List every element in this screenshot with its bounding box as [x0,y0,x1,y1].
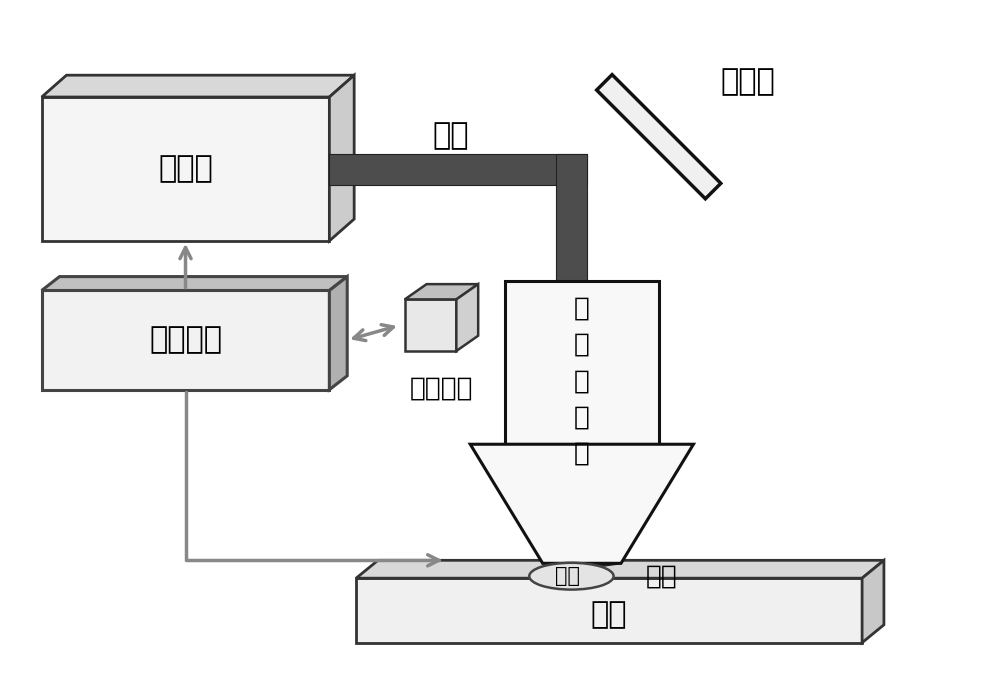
Text: 数控系统: 数控系统 [149,326,222,355]
Polygon shape [329,75,354,241]
Polygon shape [42,290,329,390]
Polygon shape [42,75,354,97]
Text: 反射镜: 反射镜 [720,68,775,97]
Text: 基体: 基体 [591,600,627,629]
Polygon shape [556,153,587,281]
Polygon shape [405,300,456,351]
Polygon shape [405,284,478,300]
Polygon shape [356,578,862,643]
Text: 熔池: 熔池 [555,566,580,586]
Polygon shape [329,276,347,390]
Polygon shape [329,153,587,186]
Text: 同: 同 [574,295,590,321]
Text: 头: 头 [574,441,590,467]
Text: 激光器: 激光器 [158,155,213,183]
Polygon shape [470,444,693,564]
Text: 粉体: 粉体 [645,564,677,589]
Text: 位置监控: 位置监控 [410,376,473,402]
Polygon shape [356,560,884,578]
Text: 激光: 激光 [432,121,469,150]
Text: 作: 作 [574,405,590,430]
Polygon shape [543,564,621,570]
Polygon shape [505,281,659,444]
Polygon shape [862,560,884,643]
Text: 工: 工 [574,368,590,394]
Polygon shape [456,284,478,351]
Polygon shape [597,75,721,199]
Ellipse shape [529,563,614,589]
Polygon shape [42,97,329,241]
Polygon shape [42,276,347,290]
Text: 轴: 轴 [574,332,590,358]
